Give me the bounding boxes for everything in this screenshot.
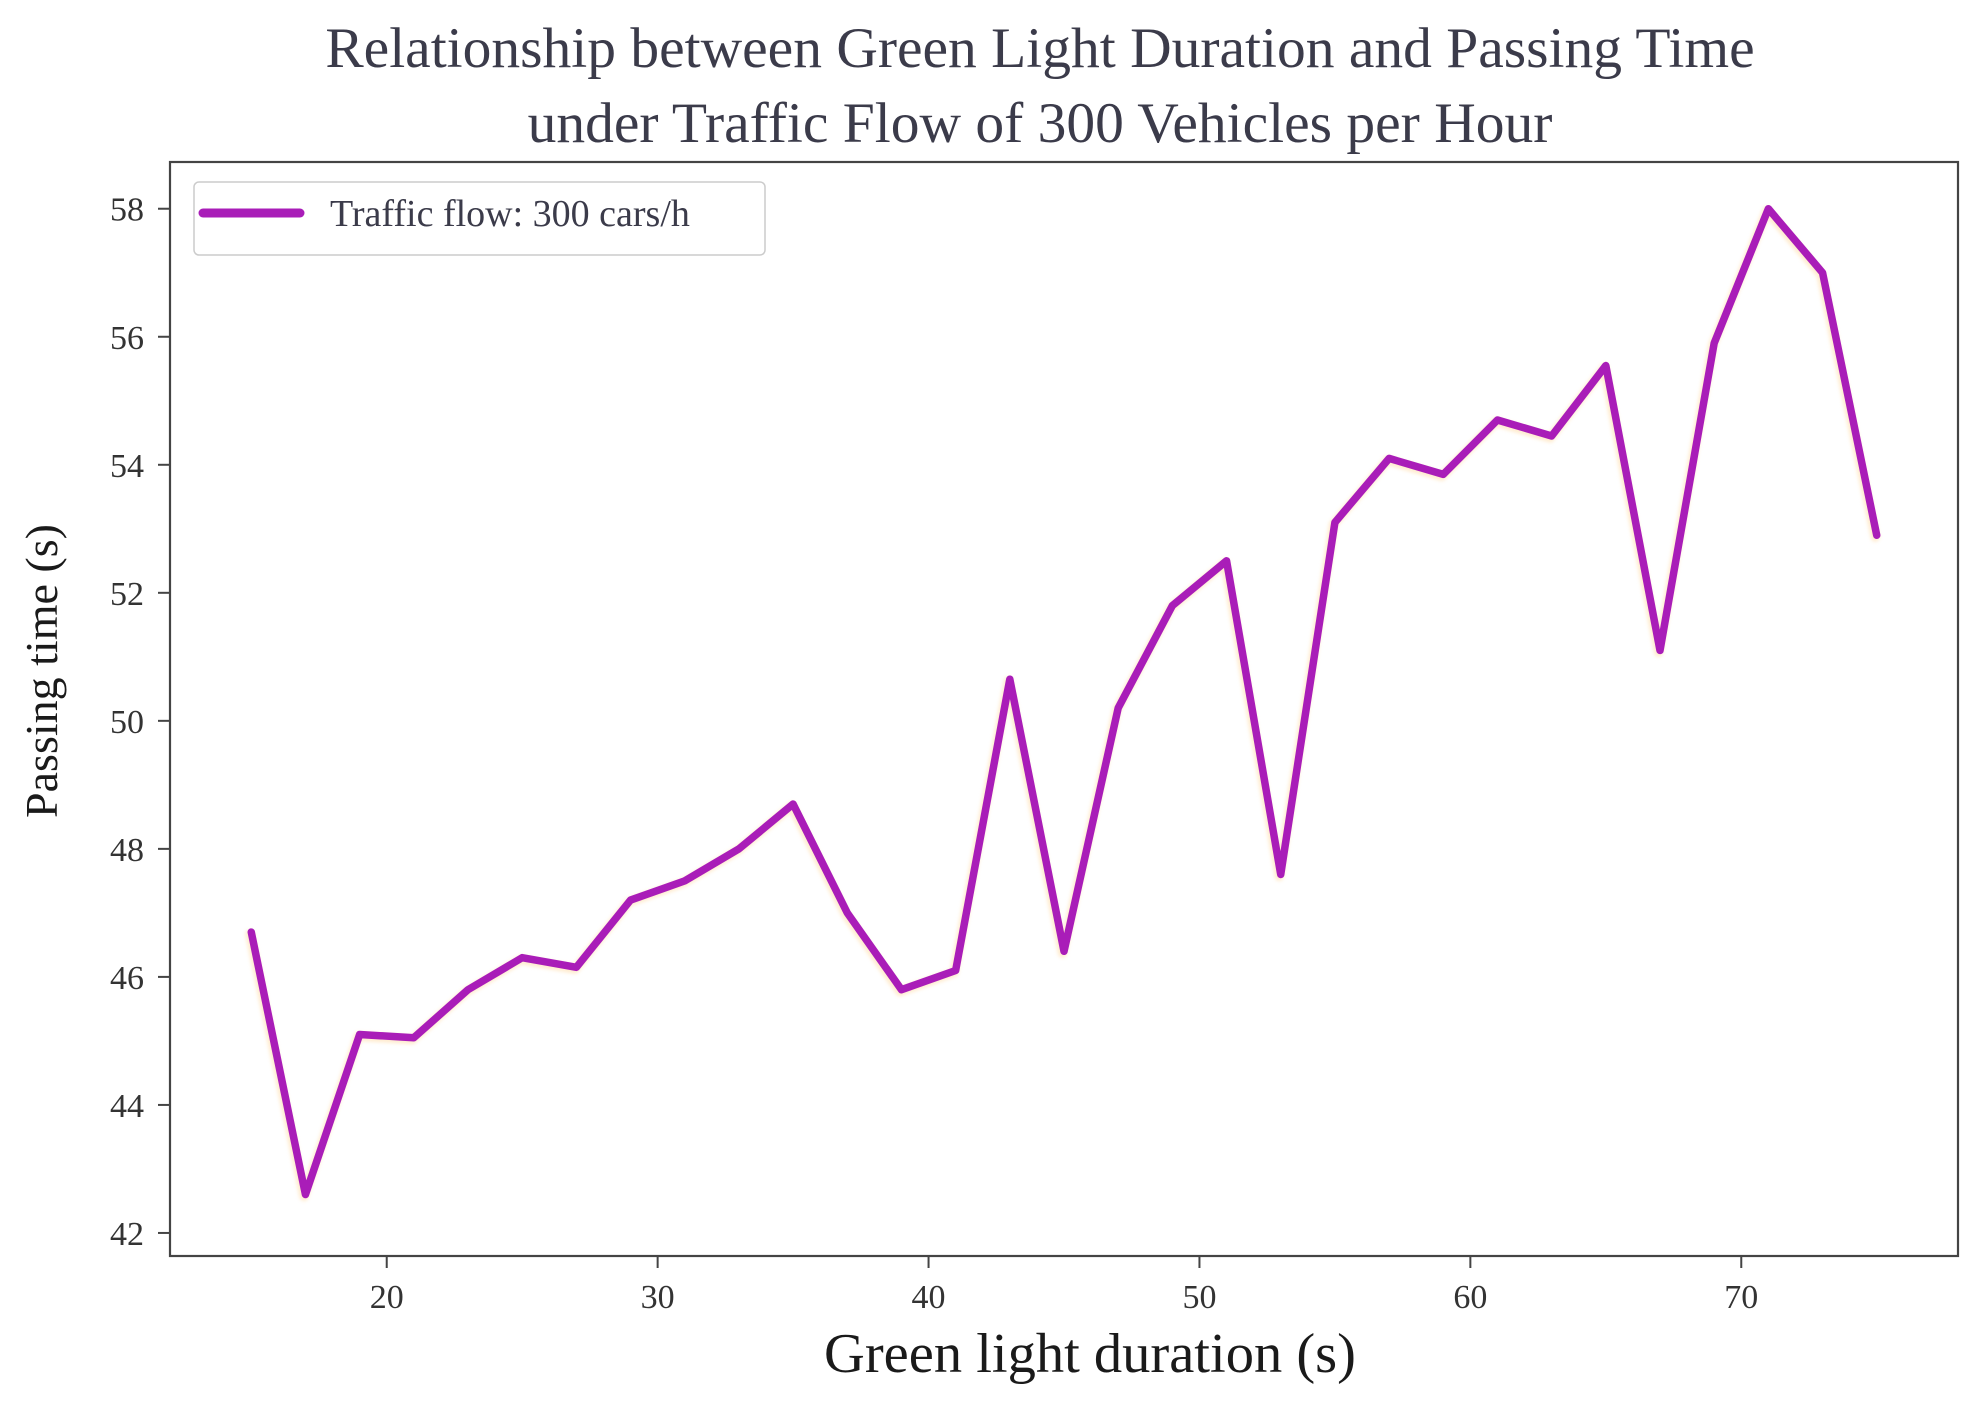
svg-text:50: 50 xyxy=(1182,1279,1216,1316)
svg-text:56: 56 xyxy=(110,320,144,357)
svg-text:30: 30 xyxy=(641,1279,675,1316)
svg-text:42: 42 xyxy=(110,1216,144,1253)
svg-text:40: 40 xyxy=(912,1279,946,1316)
svg-text:46: 46 xyxy=(110,960,144,997)
svg-text:48: 48 xyxy=(110,832,144,869)
svg-text:70: 70 xyxy=(1724,1279,1758,1316)
svg-text:20: 20 xyxy=(370,1279,404,1316)
svg-text:58: 58 xyxy=(110,192,144,229)
svg-text:Traffic flow: 300 cars/h: Traffic flow: 300 cars/h xyxy=(330,193,690,235)
svg-text:54: 54 xyxy=(110,448,144,485)
svg-text:44: 44 xyxy=(110,1088,144,1125)
svg-text:60: 60 xyxy=(1453,1279,1487,1316)
svg-text:50: 50 xyxy=(110,704,144,741)
svg-text:52: 52 xyxy=(110,576,144,613)
